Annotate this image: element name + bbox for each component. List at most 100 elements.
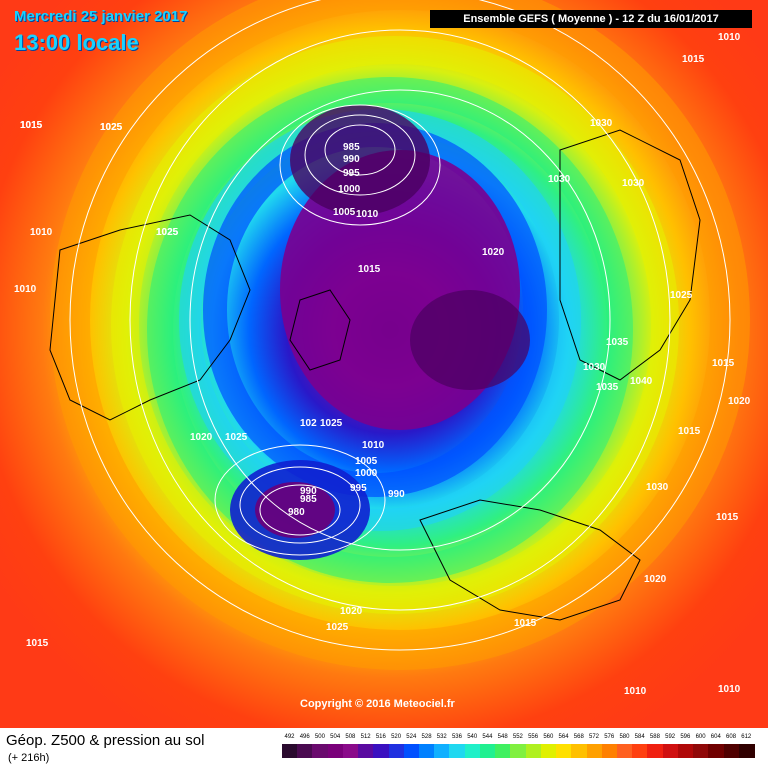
isobar-label: 980 xyxy=(288,507,305,518)
legend-tick-label: 528 xyxy=(421,734,432,740)
isobar-label: 1040 xyxy=(630,376,653,387)
legend-swatch xyxy=(662,744,679,758)
legend-tick-label: 544 xyxy=(482,734,493,740)
legend-swatch xyxy=(556,744,573,758)
isobar-label: 985 xyxy=(343,142,360,153)
isobar-label: 1025 xyxy=(326,622,349,633)
coastlines xyxy=(49,129,701,621)
isobar-label: 1010 xyxy=(362,440,385,451)
isobar-label: 1025 xyxy=(100,122,123,133)
legend-tick-label: 592 xyxy=(665,734,676,740)
legend-tick-label: 588 xyxy=(649,734,660,740)
lead-time: (+ 216h) xyxy=(8,752,50,764)
isobar-label: 1015 xyxy=(712,358,735,369)
isobar-label: 1015 xyxy=(514,618,537,629)
legend-swatch xyxy=(616,744,633,758)
legend-tick-label: 520 xyxy=(391,734,402,740)
legend-swatch xyxy=(388,744,405,758)
legend-swatch xyxy=(403,744,420,758)
isobar-label: 1030 xyxy=(590,118,613,129)
model-run-label: Ensemble GEFS ( Moyenne ) - 12 Z du 16/0… xyxy=(430,10,752,28)
height-contour-bands xyxy=(50,0,750,670)
isobar-label: 1030 xyxy=(548,174,571,185)
isobar-label: 1015 xyxy=(716,512,739,523)
legend-swatch xyxy=(632,744,649,758)
legend-tick-label: 608 xyxy=(726,734,737,740)
legend-tick-label: 580 xyxy=(619,734,630,740)
legend-swatch xyxy=(510,744,527,758)
isobar-label: 1025 xyxy=(320,418,343,429)
isobar-label: 990 xyxy=(300,486,317,497)
legend-tick-label: 496 xyxy=(299,734,310,740)
legend-swatch xyxy=(358,744,375,758)
legend-swatch xyxy=(434,744,451,758)
footer: Géop. Z500 & pression au sol (+ 216h) 49… xyxy=(0,728,768,768)
isobar-label: 1015 xyxy=(358,264,381,275)
isobar-label: 1015 xyxy=(682,54,705,65)
legend-tick-label: 612 xyxy=(741,734,752,740)
legend-tick-label: 536 xyxy=(451,734,462,740)
isobar-label: 1025 xyxy=(225,432,248,443)
legend-tick-label: 504 xyxy=(330,734,341,740)
isobar-label: 1020 xyxy=(728,396,751,407)
legend-swatch xyxy=(327,744,344,758)
legend-tick-label: 492 xyxy=(284,734,295,740)
legend-tick-label: 516 xyxy=(375,734,386,740)
isobar-label: 1020 xyxy=(190,432,213,443)
legend-swatch xyxy=(525,744,542,758)
isobar-label: 995 xyxy=(350,483,367,494)
isobar-label: 1020 xyxy=(644,574,667,585)
isobar-label: 1005 xyxy=(333,207,356,218)
legend-tick-label: 556 xyxy=(528,734,539,740)
isobar-label: 1010 xyxy=(718,32,741,43)
legend-tick-label: 512 xyxy=(360,734,371,740)
legend-swatch xyxy=(647,744,664,758)
legend-tick-label: 576 xyxy=(604,734,615,740)
legend-swatch xyxy=(342,744,359,758)
legend-tick-label: 604 xyxy=(710,734,721,740)
legend-tick-label: 552 xyxy=(512,734,523,740)
isobar-label: 102 xyxy=(300,418,317,429)
legend-swatch xyxy=(312,744,329,758)
isobar-label: 1015 xyxy=(26,638,49,649)
isobar-label: 990 xyxy=(388,489,405,500)
legend-tick-label: 540 xyxy=(467,734,478,740)
isobar-label: 1035 xyxy=(606,337,629,348)
legend-tick-label: 600 xyxy=(695,734,706,740)
legend-swatch xyxy=(571,744,588,758)
isobar-label: 1005 xyxy=(355,456,378,467)
isobar-label: 1020 xyxy=(340,606,363,617)
isobar-label: 1015 xyxy=(20,120,43,131)
isobar-label: 1030 xyxy=(583,362,606,373)
legend-swatch xyxy=(708,744,725,758)
isobars xyxy=(69,0,731,651)
isobar-label: 1015 xyxy=(678,426,701,437)
legend-swatch xyxy=(373,744,390,758)
legend-swatch xyxy=(586,744,603,758)
legend-tick-label: 508 xyxy=(345,734,356,740)
isobar-label: 990 xyxy=(343,154,360,165)
forecast-date: Mercredi 25 janvier 2017 xyxy=(14,8,188,25)
field-title: Géop. Z500 & pression au sol xyxy=(6,732,205,749)
legend-tick-label: 548 xyxy=(497,734,508,740)
isobar-label: 1020 xyxy=(482,247,505,258)
legend-tick-label: 584 xyxy=(634,734,645,740)
isobar-label: 1030 xyxy=(646,482,669,493)
legend-tick-label: 524 xyxy=(406,734,417,740)
legend-swatch xyxy=(540,744,557,758)
isobar-label: 1030 xyxy=(622,178,645,189)
isobar-label: 1010 xyxy=(624,686,647,697)
legend-tick-label: 500 xyxy=(314,734,325,740)
forecast-time: 13:00 locale xyxy=(14,30,139,55)
legend-tick-label: 568 xyxy=(573,734,584,740)
isobar-label: 1025 xyxy=(156,227,179,238)
weather-map: 1010 1015 1015 1025 1030 1030 1030 985 990 995 100… xyxy=(0,0,768,728)
isobar-label: 1010 xyxy=(14,284,37,295)
isobar-label: 1035 xyxy=(596,382,619,393)
legend-swatch xyxy=(479,744,496,758)
legend-swatch xyxy=(495,744,512,758)
isobar-label: 1025 xyxy=(670,290,693,301)
legend-swatch xyxy=(677,744,694,758)
